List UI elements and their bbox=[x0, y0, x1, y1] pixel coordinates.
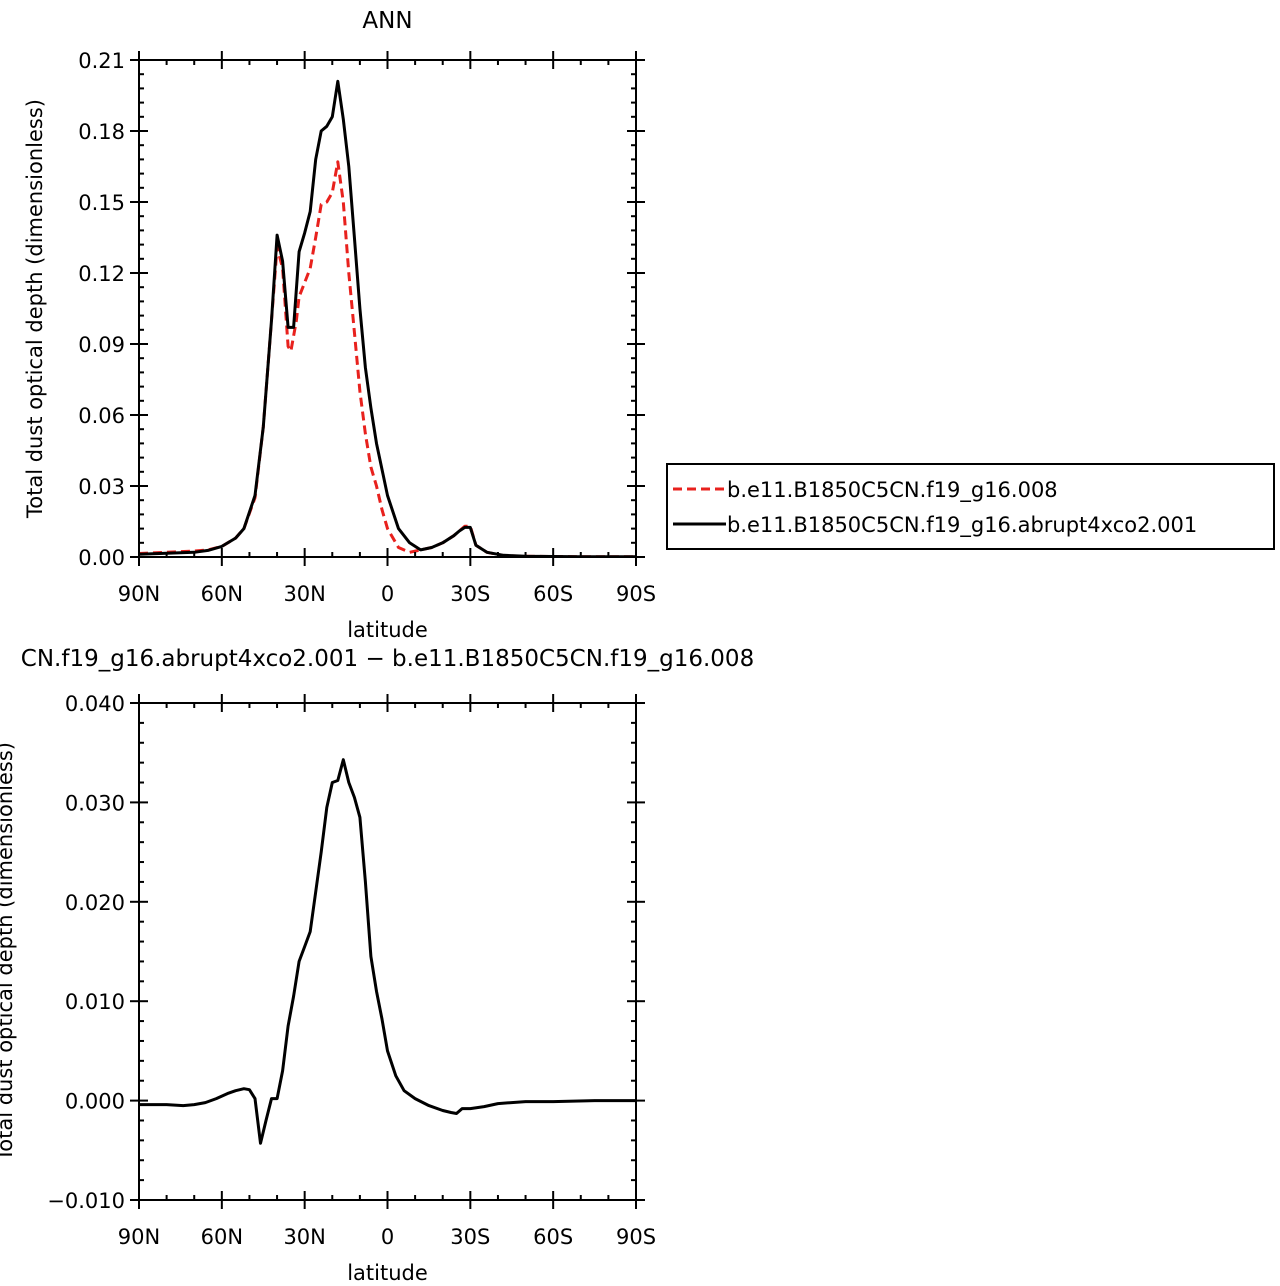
y-tick-label: 0.00 bbox=[78, 546, 125, 570]
x-tick-label: 90N bbox=[118, 1225, 160, 1249]
y-axis-label: Total dust optical depth (dimensionless) bbox=[0, 742, 17, 1162]
top-plot: ANN 90N 60N 30N 0 30S 60S 90S 0.00 0.03 0.06 0.09 0.… bbox=[23, 8, 1275, 642]
x-tick-label: 60N bbox=[201, 582, 243, 606]
x-tick-label: 90S bbox=[616, 1225, 656, 1249]
chart-title: CN.f19_g16.abrupt4xco2.001 − b.e11.B1850… bbox=[21, 646, 754, 672]
x-tick-label: 0 bbox=[381, 582, 394, 606]
legend: b.e11.B1850C5CN.f19_g16.008 b.e11.B1850C5… bbox=[666, 463, 1275, 550]
y-tick-label: 0.000 bbox=[65, 1090, 125, 1114]
plot-frame bbox=[138, 59, 637, 558]
y-tick-label: 0.09 bbox=[78, 333, 125, 357]
x-tick-label: 60S bbox=[533, 582, 573, 606]
y-axis-label: Total dust optical depth (dimensionless) bbox=[23, 99, 47, 519]
x-tick-label: 60N bbox=[201, 1225, 243, 1249]
x-axis-label: latitude bbox=[347, 1261, 428, 1285]
series-line-1 bbox=[139, 79, 636, 557]
y-tick-label: −0.010 bbox=[47, 1189, 125, 1213]
y-tick-label: 0.030 bbox=[65, 791, 125, 815]
x-tick-label: 90N bbox=[118, 582, 160, 606]
chart-title: ANN bbox=[362, 8, 412, 34]
x-tick-label: 30S bbox=[450, 582, 490, 606]
legend-box bbox=[666, 463, 1275, 550]
y-tick-label: 0.040 bbox=[65, 692, 125, 716]
y-tick-label: 0.06 bbox=[78, 404, 125, 428]
x-tick-label: 30S bbox=[450, 1225, 490, 1249]
y-tick-label: 0.010 bbox=[65, 990, 125, 1014]
x-tick-label: 90S bbox=[616, 582, 656, 606]
legend-label-1: b.e11.B1850C5CN.f19_g16.abrupt4xco2.001 bbox=[727, 513, 1197, 538]
y-tick-label: 0.020 bbox=[65, 891, 125, 915]
y-tick-label: 0.03 bbox=[78, 475, 125, 499]
y-tick-label: 0.18 bbox=[78, 120, 125, 144]
y-tick-label: 0.15 bbox=[78, 191, 125, 215]
y-tick-label: 0.12 bbox=[78, 262, 125, 286]
x-axis-label: latitude bbox=[347, 618, 428, 642]
x-tick-label: 0 bbox=[381, 1225, 394, 1249]
y-tick-label: 0.21 bbox=[78, 49, 125, 73]
bottom-plot: CN.f19_g16.abrupt4xco2.001 − b.e11.B1850… bbox=[0, 646, 754, 1285]
x-tick-label: 30N bbox=[283, 582, 325, 606]
series-line-0 bbox=[139, 758, 636, 1145]
x-tick-label: 30N bbox=[283, 1225, 325, 1249]
plot-frame bbox=[138, 702, 637, 1201]
x-tick-label: 60S bbox=[533, 1225, 573, 1249]
legend-label-0: b.e11.B1850C5CN.f19_g16.008 bbox=[727, 478, 1058, 503]
